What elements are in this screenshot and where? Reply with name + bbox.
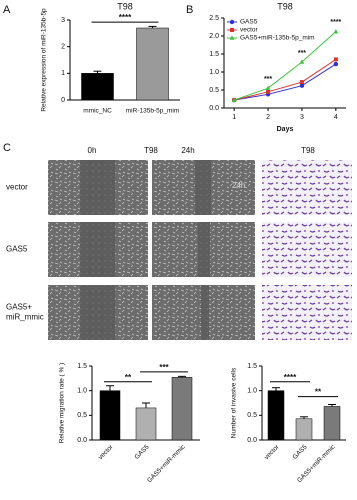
panel-label: A bbox=[3, 4, 11, 16]
significance-label: ** bbox=[315, 388, 322, 397]
x-tick-label: GAS5 bbox=[291, 443, 308, 460]
significance-label: *** bbox=[298, 50, 306, 57]
column-label: T98 bbox=[144, 146, 158, 155]
bar bbox=[135, 407, 157, 441]
x-tick-label: vector bbox=[263, 443, 281, 461]
x-tick-label: 2 bbox=[266, 114, 270, 121]
y-tick-label: 1.5 bbox=[77, 363, 87, 370]
y-tick-label: 3 bbox=[61, 17, 65, 24]
x-axis-label: Days bbox=[277, 126, 294, 133]
row-label: miR_mmic bbox=[6, 313, 44, 322]
x-tick-label: miR-135b-5p_mim bbox=[126, 108, 179, 115]
bar bbox=[81, 73, 114, 101]
bar bbox=[267, 390, 285, 441]
y-axis-label: Relative migration rate ( % ) bbox=[59, 363, 66, 444]
y-axis-label: Number of invasive cells bbox=[231, 367, 238, 438]
y-tick-label: 0.0 bbox=[77, 437, 87, 444]
series-line bbox=[234, 58, 337, 101]
series-line bbox=[234, 31, 337, 101]
series-line bbox=[234, 63, 337, 101]
column-label: 24h bbox=[181, 146, 194, 155]
legend-label: GAS5 bbox=[240, 19, 258, 26]
scratch-gap bbox=[198, 222, 210, 277]
y-tick-label: 0 bbox=[61, 97, 65, 104]
legend-marker bbox=[229, 35, 235, 40]
y-tick-label: 1.0 bbox=[247, 388, 257, 395]
chart-title: T98 bbox=[117, 1, 133, 11]
significance-label: ** bbox=[125, 373, 132, 382]
legend-label: vector bbox=[240, 27, 259, 34]
bar bbox=[99, 390, 121, 441]
y-tick-label: 2.5 bbox=[209, 15, 219, 22]
y-tick-label: 0.0 bbox=[209, 105, 219, 112]
significance-label: *** bbox=[264, 76, 272, 83]
marker bbox=[333, 29, 339, 34]
y-tick-label: 0.5 bbox=[209, 87, 219, 94]
marker bbox=[265, 85, 271, 90]
y-tick-label: 1.5 bbox=[247, 363, 257, 370]
scratch-gap bbox=[80, 222, 115, 277]
column-label: T98 bbox=[301, 146, 315, 155]
invasion-image bbox=[262, 160, 352, 215]
row-label: GAS5 bbox=[6, 245, 28, 254]
bar bbox=[136, 27, 169, 101]
panel-label: B bbox=[186, 4, 193, 16]
legend-marker bbox=[229, 19, 235, 25]
x-tick-label: GAS5 bbox=[133, 443, 150, 460]
marker bbox=[266, 89, 271, 94]
significance-label: **** bbox=[330, 19, 341, 26]
y-axis-label: Relative expression of miR-135b-5p bbox=[41, 8, 48, 112]
row-label: GAS5+ bbox=[6, 303, 32, 312]
marker bbox=[299, 83, 305, 88]
x-tick-label: GAS5+miR-mmic bbox=[146, 443, 187, 484]
scratch-gap bbox=[195, 160, 211, 215]
row-label: vector bbox=[6, 183, 28, 192]
bar bbox=[171, 377, 193, 441]
scratch-gap bbox=[201, 285, 209, 340]
panel-label: C bbox=[3, 142, 11, 154]
column-label: 0h bbox=[88, 146, 97, 155]
image-label: 24h bbox=[232, 181, 245, 190]
legend-marker bbox=[230, 28, 234, 32]
y-tick-label: 2.0 bbox=[209, 33, 219, 40]
scratch-gap bbox=[80, 160, 115, 215]
x-tick-label: 4 bbox=[334, 114, 338, 121]
y-tick-label: 1 bbox=[61, 70, 65, 77]
y-tick-label: 1.0 bbox=[77, 388, 87, 395]
y-tick-label: 0.5 bbox=[247, 412, 257, 419]
marker bbox=[299, 59, 305, 64]
x-tick-label: vector bbox=[97, 443, 115, 461]
y-tick-label: 1.0 bbox=[209, 69, 219, 76]
marker bbox=[231, 97, 237, 102]
scratch-gap bbox=[80, 285, 115, 340]
invasion-image bbox=[262, 222, 352, 277]
x-tick-label: 3 bbox=[300, 114, 304, 121]
invasion-image bbox=[262, 285, 352, 340]
chart-title: T98 bbox=[277, 1, 293, 11]
x-tick-label: 1 bbox=[232, 114, 236, 121]
significance-label: **** bbox=[284, 373, 297, 382]
marker bbox=[333, 57, 338, 62]
y-tick-label: 0.0 bbox=[247, 437, 257, 444]
marker bbox=[299, 80, 304, 85]
significance-label: *** bbox=[159, 363, 169, 372]
y-tick-label: 2 bbox=[61, 44, 65, 51]
marker bbox=[333, 61, 339, 67]
legend-label: GAS5+miR-135b-5p_mim bbox=[240, 35, 315, 42]
bar bbox=[323, 406, 341, 441]
x-tick-label: mmic_NC bbox=[83, 108, 112, 115]
y-tick-label: 1.5 bbox=[209, 51, 219, 58]
y-tick-label: 0.5 bbox=[77, 412, 87, 419]
significance-label: **** bbox=[119, 13, 132, 22]
bar bbox=[295, 418, 313, 441]
